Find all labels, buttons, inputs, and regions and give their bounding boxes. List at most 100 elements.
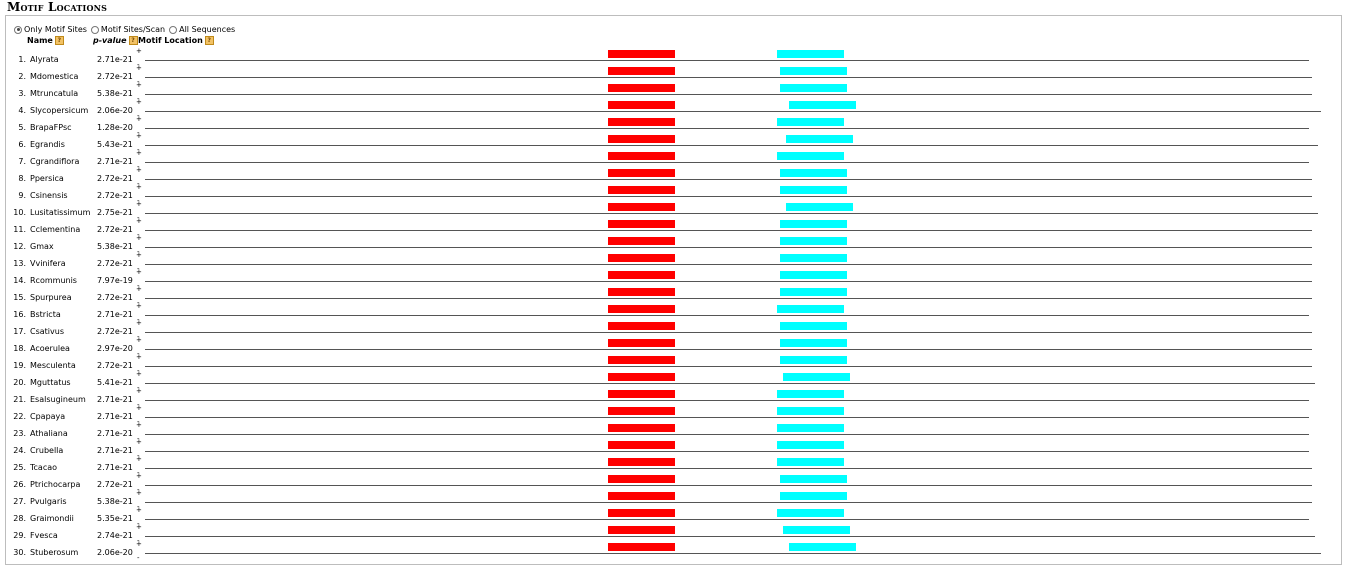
motif-1-site[interactable] bbox=[608, 288, 675, 296]
mode-all-sequences[interactable]: All Sequences bbox=[169, 25, 235, 34]
motif-1-site[interactable] bbox=[608, 186, 675, 194]
motif-1-site[interactable] bbox=[608, 237, 675, 245]
plus-strand-label: + bbox=[136, 115, 142, 123]
help-icon[interactable]: ? bbox=[128, 36, 138, 45]
motif-1-site[interactable] bbox=[608, 84, 675, 92]
sequence-pvalue: 2.72e-21 bbox=[97, 361, 133, 370]
motif-2-site[interactable] bbox=[789, 101, 856, 109]
motif-2-site[interactable] bbox=[786, 135, 853, 143]
plus-strand-label: + bbox=[136, 404, 142, 412]
sequence-pvalue: 2.71e-21 bbox=[97, 55, 133, 64]
motif-1-site[interactable] bbox=[608, 152, 675, 160]
mode-label: Motif Sites/Scan bbox=[100, 25, 166, 34]
minus-strand-label: - bbox=[137, 350, 140, 358]
motif-2-site[interactable] bbox=[783, 373, 850, 381]
motif-1-site[interactable] bbox=[608, 203, 675, 211]
motif-2-site[interactable] bbox=[777, 407, 844, 415]
motif-1-site[interactable] bbox=[608, 50, 675, 58]
sequence-row: 21. Esalsugineum 2.71e-21 + - bbox=[0, 387, 1347, 409]
motif-1-site[interactable] bbox=[608, 271, 675, 279]
motif-2-site[interactable] bbox=[777, 424, 844, 432]
motif-2-site[interactable] bbox=[780, 84, 847, 92]
motif-1-site[interactable] bbox=[608, 390, 675, 398]
motif-2-site[interactable] bbox=[780, 475, 847, 483]
motif-2-site[interactable] bbox=[780, 339, 847, 347]
radio-icon[interactable] bbox=[14, 25, 22, 34]
motif-2-site[interactable] bbox=[780, 288, 847, 296]
motif-2-site[interactable] bbox=[780, 186, 847, 194]
sequence-line bbox=[145, 434, 1309, 435]
motif-1-site[interactable] bbox=[608, 526, 675, 534]
motif-2-site[interactable] bbox=[777, 441, 844, 449]
row-number: 2. bbox=[18, 72, 26, 81]
help-icon[interactable]: ? bbox=[204, 36, 214, 45]
sequence-line bbox=[145, 332, 1312, 333]
motif-1-site[interactable] bbox=[608, 67, 675, 75]
motif-2-site[interactable] bbox=[780, 67, 847, 75]
motif-1-site[interactable] bbox=[608, 509, 675, 517]
motif-1-site[interactable] bbox=[608, 169, 675, 177]
motif-2-site[interactable] bbox=[777, 509, 844, 517]
motif-1-site[interactable] bbox=[608, 424, 675, 432]
motif-2-site[interactable] bbox=[786, 203, 853, 211]
motif-2-site[interactable] bbox=[780, 169, 847, 177]
motif-1-site[interactable] bbox=[608, 492, 675, 500]
row-number: 5. bbox=[18, 123, 26, 132]
mode-only-motif-sites[interactable]: Only Motif Sites bbox=[14, 25, 87, 34]
motif-1-site[interactable] bbox=[608, 475, 675, 483]
motif-1-site[interactable] bbox=[608, 305, 675, 313]
motif-2-site[interactable] bbox=[777, 305, 844, 313]
motif-1-site[interactable] bbox=[608, 441, 675, 449]
plus-strand-label: + bbox=[136, 302, 142, 310]
sequence-line bbox=[145, 366, 1312, 367]
motif-2-site[interactable] bbox=[780, 356, 847, 364]
plus-strand-label: + bbox=[136, 217, 142, 225]
motif-2-site[interactable] bbox=[777, 50, 844, 58]
motif-2-site[interactable] bbox=[780, 237, 847, 245]
motif-2-site[interactable] bbox=[777, 458, 844, 466]
motif-1-site[interactable] bbox=[608, 322, 675, 330]
motif-1-site[interactable] bbox=[608, 135, 675, 143]
header-pvalue-label: p-value bbox=[93, 36, 127, 45]
motif-1-site[interactable] bbox=[608, 356, 675, 364]
plus-strand-label: + bbox=[136, 268, 142, 276]
help-icon[interactable]: ? bbox=[54, 36, 64, 45]
motif-2-site[interactable] bbox=[789, 543, 856, 551]
sequence-line bbox=[145, 94, 1312, 95]
motif-1-site[interactable] bbox=[608, 339, 675, 347]
mode-label: Only Motif Sites bbox=[24, 25, 87, 34]
sequence-name: Ptrichocarpa bbox=[30, 480, 81, 489]
motif-1-site[interactable] bbox=[608, 220, 675, 228]
row-number: 3. bbox=[18, 89, 26, 98]
motif-1-site[interactable] bbox=[608, 118, 675, 126]
sequence-name: Acoerulea bbox=[30, 344, 70, 353]
motif-2-site[interactable] bbox=[777, 390, 844, 398]
mode-motif-sites-scan[interactable]: Motif Sites/Scan bbox=[90, 25, 166, 34]
plus-strand-label: + bbox=[136, 489, 142, 497]
motif-1-site[interactable] bbox=[608, 101, 675, 109]
motif-1-site[interactable] bbox=[608, 254, 675, 262]
motif-2-site[interactable] bbox=[783, 526, 850, 534]
minus-strand-label: - bbox=[137, 452, 140, 460]
motif-1-site[interactable] bbox=[608, 373, 675, 381]
sequence-pvalue: 7.97e-19 bbox=[97, 276, 133, 285]
motif-1-site[interactable] bbox=[608, 458, 675, 466]
sequence-name: Cpapaya bbox=[30, 412, 66, 421]
motif-2-site[interactable] bbox=[780, 492, 847, 500]
sequence-pvalue: 2.75e-21 bbox=[97, 208, 133, 217]
row-number: 17. bbox=[13, 327, 26, 336]
motif-2-site[interactable] bbox=[777, 118, 844, 126]
radio-icon[interactable] bbox=[90, 25, 99, 34]
motif-2-site[interactable] bbox=[780, 220, 847, 228]
row-number: 22. bbox=[13, 412, 26, 421]
motif-2-site[interactable] bbox=[780, 254, 847, 262]
minus-strand-label: - bbox=[137, 299, 140, 307]
motif-2-site[interactable] bbox=[780, 271, 847, 279]
motif-1-site[interactable] bbox=[608, 407, 675, 415]
motif-2-site[interactable] bbox=[780, 322, 847, 330]
radio-icon[interactable] bbox=[169, 25, 178, 34]
motif-1-site[interactable] bbox=[608, 543, 675, 551]
motif-2-site[interactable] bbox=[777, 152, 844, 160]
row-number: 14. bbox=[13, 276, 26, 285]
sequence-name: BrapaFPsc bbox=[30, 123, 72, 132]
